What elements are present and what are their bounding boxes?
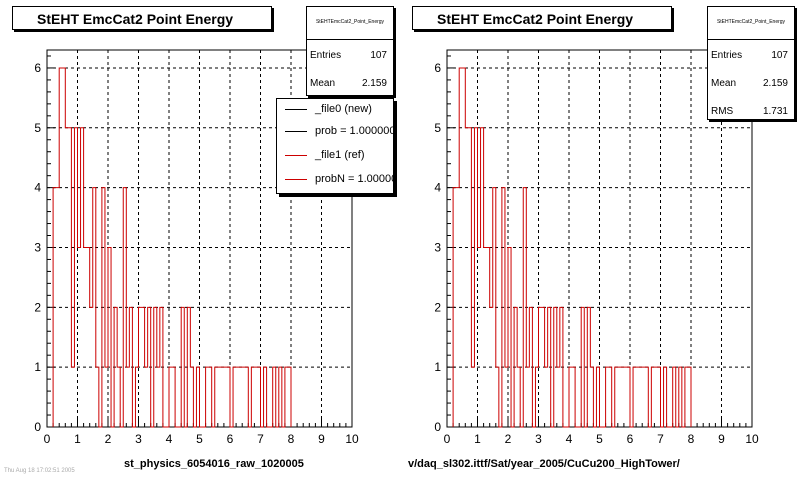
- legend-line: [285, 131, 307, 132]
- x-tick-label: 0: [44, 432, 51, 446]
- legend-label: _file1 (ref): [315, 149, 365, 161]
- y-tick-label: 0: [34, 420, 41, 434]
- x-tick-label: 6: [227, 432, 234, 446]
- legend-label: _file0 (new): [315, 103, 372, 115]
- y-tick-label: 4: [434, 181, 441, 195]
- x-tick-label: 3: [535, 432, 542, 446]
- x-tick-label: 10: [745, 432, 759, 446]
- y-tick-label: 6: [434, 61, 441, 75]
- histogram-series: [52, 67, 292, 428]
- stats-box-right: StEHTEmcCat2_Point_Energy Entries 107 Mea…: [707, 6, 795, 120]
- x-tick-label: 7: [257, 432, 264, 446]
- legend-label: probN = 1.000000: [315, 173, 393, 185]
- legend-line: [285, 109, 307, 110]
- x-tick-label: 7: [657, 432, 664, 446]
- x-axis-label-right: v/daq_sl302.ittf/Sat/year_2005/CuCu200_H…: [408, 458, 680, 470]
- y-tick-label: 3: [34, 240, 41, 254]
- legend-left: _file0 (new) prob = 1.000000 _file1 (ref…: [276, 98, 394, 194]
- y-tick-label: 2: [34, 300, 41, 314]
- x-axis-label-left: st_physics_6054016_raw_1020005: [124, 458, 304, 470]
- legend-entry: probN = 1.000000: [277, 169, 393, 191]
- y-tick-label: 1: [34, 360, 41, 374]
- y-tick-label: 0: [434, 420, 441, 434]
- x-tick-label: 2: [105, 432, 112, 446]
- chart-title-left: StEHT EmcCat2 Point Energy: [12, 6, 272, 30]
- x-tick-label: 5: [596, 432, 603, 446]
- x-tick-label: 1: [74, 432, 81, 446]
- stats-mean-label: Mean: [310, 78, 336, 89]
- histogram-series: [452, 67, 692, 428]
- x-tick-label: 10: [345, 432, 359, 446]
- x-tick-label: 2: [505, 432, 512, 446]
- stats-entries-label: Entries: [310, 50, 342, 61]
- x-tick-label: 6: [627, 432, 634, 446]
- stats-rms-value: 1.731: [762, 106, 788, 117]
- y-tick-label: 3: [434, 240, 441, 254]
- x-tick-label: 4: [566, 432, 573, 446]
- legend-line: [285, 155, 307, 156]
- stats-mean-value: 2.159: [361, 78, 387, 89]
- legend-line: [285, 179, 307, 180]
- x-tick-label: 9: [718, 432, 725, 446]
- stats-rms-label: RMS: [711, 106, 734, 117]
- stats-name: StEHTEmcCat2_Point_Energy: [307, 7, 393, 40]
- stats-entries-value: 107: [370, 50, 387, 61]
- stats-mean-label: Mean: [711, 78, 737, 89]
- legend-entry: prob = 1.000000: [277, 121, 394, 143]
- x-tick-label: 3: [135, 432, 142, 446]
- y-tick-label: 5: [34, 121, 41, 135]
- x-tick-label: 9: [318, 432, 325, 446]
- stats-box-left: StEHTEmcCat2_Point_Energy Entries 107 Mea…: [306, 6, 394, 96]
- stats-mean-value: 2.159: [762, 78, 788, 89]
- legend-label: prob = 1.000000: [315, 125, 394, 137]
- footer-timestamp: Thu Aug 18 17:02:51 2005: [4, 468, 75, 474]
- y-tick-label: 2: [434, 300, 441, 314]
- x-tick-label: 8: [688, 432, 695, 446]
- y-tick-label: 4: [34, 181, 41, 195]
- x-tick-label: 4: [166, 432, 173, 446]
- y-tick-label: 5: [434, 121, 441, 135]
- y-tick-label: 1: [434, 360, 441, 374]
- chart-title-right: StEHT EmcCat2 Point Energy: [412, 6, 672, 30]
- x-tick-label: 5: [196, 432, 203, 446]
- y-tick-label: 6: [34, 61, 41, 75]
- legend-entry: _file1 (ref): [277, 145, 393, 167]
- x-tick-label: 0: [444, 432, 451, 446]
- x-tick-label: 1: [474, 432, 481, 446]
- legend-entry: _file0 (new): [277, 99, 393, 121]
- stats-name: StEHTEmcCat2_Point_Energy: [708, 7, 794, 40]
- stats-entries-value: 107: [771, 50, 788, 61]
- stats-entries-label: Entries: [711, 50, 743, 61]
- x-tick-label: 8: [288, 432, 295, 446]
